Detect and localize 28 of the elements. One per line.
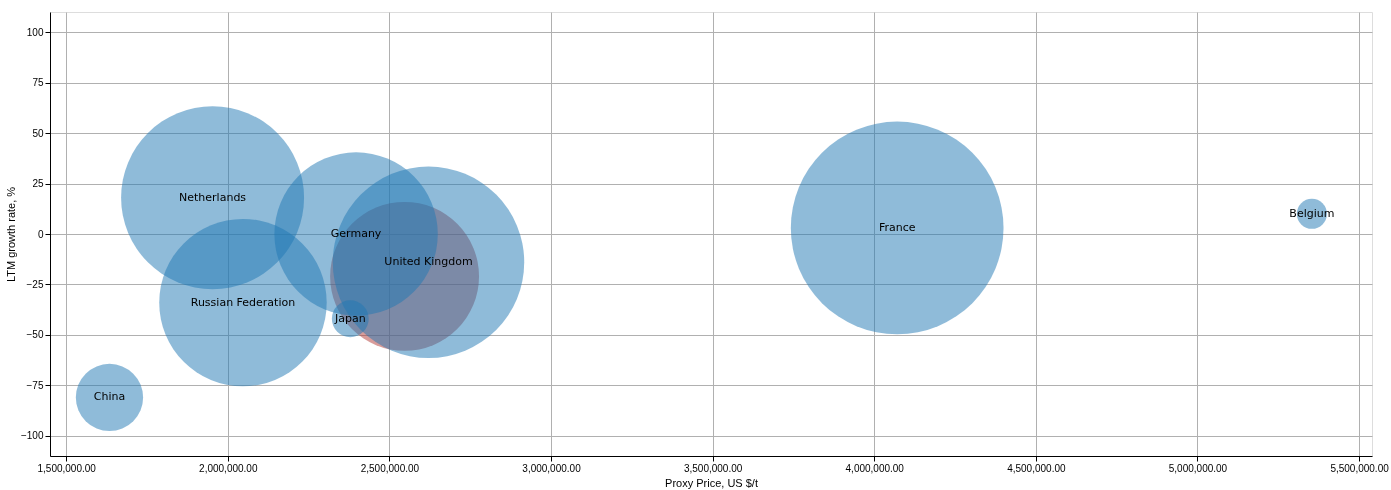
x-tick-label: 3,500,000.00: [683, 462, 743, 474]
y-tick-label: 0: [37, 228, 44, 240]
annotation: Belgium: [1289, 206, 1335, 220]
x-tick-label: 5,500,000.00: [1330, 462, 1390, 474]
x-tick-label: 2,500,000.00: [360, 462, 420, 474]
y-tick-label: −50: [26, 329, 44, 341]
x-tick-label: 5,000,000.00: [1168, 462, 1228, 474]
x-tick-label: 3,000,000.00: [522, 462, 582, 474]
y-tick-label: −75: [26, 379, 44, 391]
y-tick-label: 75: [32, 77, 44, 89]
annotation: Japan: [333, 311, 366, 325]
annotation: Germany: [330, 227, 382, 240]
x-tick-label: 4,000,000.00: [845, 462, 905, 474]
annotation: China: [93, 390, 126, 404]
y-tick-label: 25: [32, 178, 44, 190]
annotation: Russian Federation: [190, 295, 296, 309]
y-axis-title: LTM growth rate, %: [4, 186, 17, 283]
annotation: Netherlands: [179, 190, 247, 204]
y-tick-label: 50: [32, 127, 44, 139]
y-tick-label: −25: [26, 278, 44, 290]
y-tick-label: 100: [26, 26, 44, 38]
x-tick-label: 1,500,000.00: [37, 462, 97, 474]
annotation: France: [878, 220, 916, 234]
annotation: United Kingdom: [384, 255, 473, 269]
x-tick-label: 2,000,000.00: [199, 462, 258, 474]
x-tick-label: 4,500,000.00: [1007, 462, 1066, 474]
x-axis-title: Proxy Price, US $/t: [665, 476, 758, 489]
y-tick-label: −100: [20, 430, 44, 442]
